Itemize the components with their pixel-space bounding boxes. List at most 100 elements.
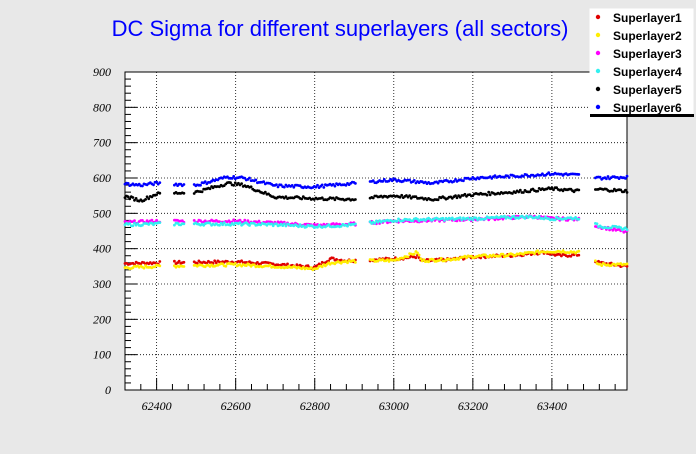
data-point <box>152 183 155 187</box>
data-point <box>569 254 573 258</box>
data-point <box>246 219 250 223</box>
data-point <box>333 198 337 202</box>
data-point <box>395 219 399 223</box>
data-point <box>320 183 324 187</box>
series-Superlayer5 <box>123 181 629 203</box>
plot-frame-group <box>124 71 628 391</box>
data-point <box>182 260 186 264</box>
data-point <box>244 264 248 267</box>
data-point <box>577 253 581 257</box>
data-point <box>501 252 505 256</box>
data-point <box>298 223 302 227</box>
legend-marker <box>595 68 601 74</box>
data-point <box>316 183 319 187</box>
data-point <box>346 224 349 228</box>
data-point <box>441 216 445 220</box>
data-point <box>436 198 440 202</box>
data-point <box>158 221 162 225</box>
data-point <box>205 261 209 265</box>
data-point <box>126 182 130 185</box>
data-point <box>553 218 557 222</box>
data-point <box>536 249 540 253</box>
data-point <box>208 221 212 225</box>
data-point <box>511 192 514 195</box>
data-point <box>221 262 225 266</box>
data-point <box>371 179 375 183</box>
data-point <box>611 189 615 193</box>
data-point <box>419 257 423 260</box>
data-point <box>438 258 441 262</box>
data-point <box>150 218 154 222</box>
y-tick-label: 300 <box>92 277 111 291</box>
legend-label: Superlayer3 <box>613 47 682 61</box>
data-point <box>450 216 454 220</box>
data-point <box>270 222 273 226</box>
data-point <box>282 185 286 189</box>
data-point <box>173 223 176 227</box>
data-point <box>275 222 278 226</box>
data-point <box>416 251 419 255</box>
data-point <box>460 218 464 222</box>
data-point <box>284 195 288 199</box>
data-point <box>238 218 242 222</box>
x-tick-label: 63200 <box>458 399 488 413</box>
data-point <box>316 267 319 270</box>
data-point <box>155 218 159 222</box>
y-tick-label: 600 <box>93 171 111 185</box>
data-point <box>327 223 330 227</box>
data-point <box>611 228 615 232</box>
data-point <box>240 182 244 186</box>
data-point <box>276 185 280 189</box>
data-point <box>200 190 204 194</box>
legend-marker <box>595 104 601 110</box>
data-point <box>465 256 468 260</box>
data-point <box>333 184 337 188</box>
data-point <box>463 192 467 196</box>
data-point <box>536 189 540 193</box>
data-point <box>518 188 522 192</box>
data-point <box>158 191 162 195</box>
data-point <box>422 258 426 261</box>
data-point <box>528 190 532 194</box>
data-point <box>454 178 457 181</box>
data-point <box>182 183 186 186</box>
data-point <box>300 197 304 201</box>
data-point <box>199 183 202 187</box>
data-point <box>455 196 459 200</box>
data-point <box>371 258 375 261</box>
data-point <box>128 197 132 201</box>
data-point <box>625 191 629 194</box>
data-point <box>322 186 326 189</box>
data-point <box>624 188 627 192</box>
data-point <box>248 224 251 227</box>
data-point <box>625 228 629 232</box>
data-point <box>382 178 386 181</box>
data-point <box>523 216 527 220</box>
data-point <box>397 217 400 221</box>
data-point <box>195 261 199 265</box>
legend-label: Superlayer2 <box>613 29 682 43</box>
grid <box>125 72 627 390</box>
data-point <box>352 259 356 262</box>
data-point <box>243 176 247 180</box>
y-tick-label: 200 <box>93 312 111 326</box>
data-point <box>256 261 259 264</box>
data-point <box>412 179 416 182</box>
legend-marker <box>595 32 601 38</box>
legend-box <box>589 8 694 116</box>
data-point <box>218 223 221 227</box>
data-point <box>257 219 261 223</box>
data-point <box>469 216 473 220</box>
y-tick-label: 700 <box>93 136 111 150</box>
data-point <box>339 224 343 228</box>
y-tick-label: 0 <box>105 383 111 397</box>
data-point <box>141 219 144 222</box>
data-point <box>284 224 288 228</box>
data-point <box>574 216 577 219</box>
data-point <box>306 264 310 268</box>
data-point <box>331 256 335 260</box>
data-point <box>297 225 300 229</box>
data-point <box>305 225 308 229</box>
data-point <box>346 261 349 265</box>
data-point <box>427 260 430 264</box>
